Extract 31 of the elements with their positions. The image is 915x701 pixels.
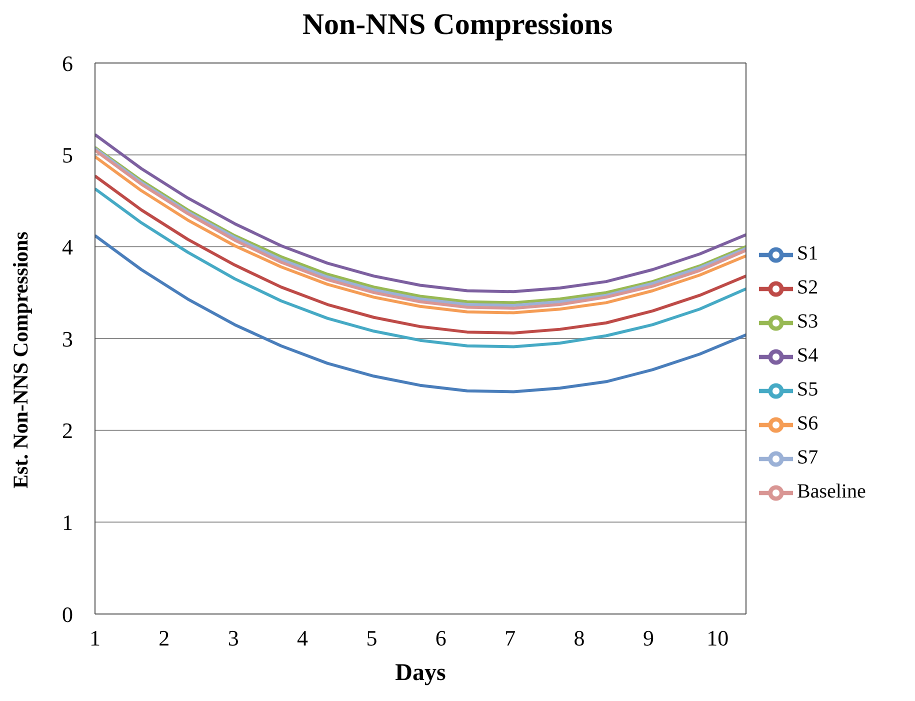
legend-label: S1 bbox=[797, 242, 818, 265]
chart-title: Non-NNS Compressions bbox=[302, 8, 613, 41]
x-tick-label: 7 bbox=[504, 626, 516, 651]
y-tick-label: 2 bbox=[62, 418, 73, 444]
legend-label: S7 bbox=[797, 446, 818, 469]
x-tick-label: 9 bbox=[642, 626, 654, 651]
legend-label: S3 bbox=[797, 310, 818, 333]
x-tick-label: 3 bbox=[228, 626, 239, 651]
x-tick-label: 6 bbox=[435, 626, 446, 651]
y-axis-title: Est. Non-NNS Compressions bbox=[8, 232, 32, 488]
x-tick-label: 2 bbox=[158, 626, 170, 651]
line-series bbox=[95, 234, 746, 394]
legend-label: S4 bbox=[797, 344, 818, 367]
x-tick-label: 1 bbox=[90, 626, 100, 651]
y-tick-label: 1 bbox=[62, 510, 73, 535]
x-axis-title: Days bbox=[395, 660, 446, 686]
legend-label: S2 bbox=[797, 276, 818, 299]
x-tick-label: 10 bbox=[706, 626, 729, 651]
y-tick-label: 4 bbox=[62, 234, 73, 260]
line-series bbox=[95, 174, 746, 334]
legend-label: Baseline bbox=[797, 480, 866, 503]
y-tick-label: 0 bbox=[62, 602, 73, 627]
x-tick-label: 5 bbox=[366, 626, 378, 651]
x-tick-label: 8 bbox=[574, 626, 585, 651]
legend-label: S6 bbox=[797, 412, 818, 435]
y-tick-label: 6 bbox=[62, 50, 73, 76]
line-series bbox=[95, 187, 746, 348]
legend-label: S5 bbox=[797, 378, 818, 401]
y-tick-label: 5 bbox=[62, 142, 73, 168]
y-tick-label: 3 bbox=[62, 326, 73, 352]
x-tick-label: 4 bbox=[297, 626, 308, 651]
